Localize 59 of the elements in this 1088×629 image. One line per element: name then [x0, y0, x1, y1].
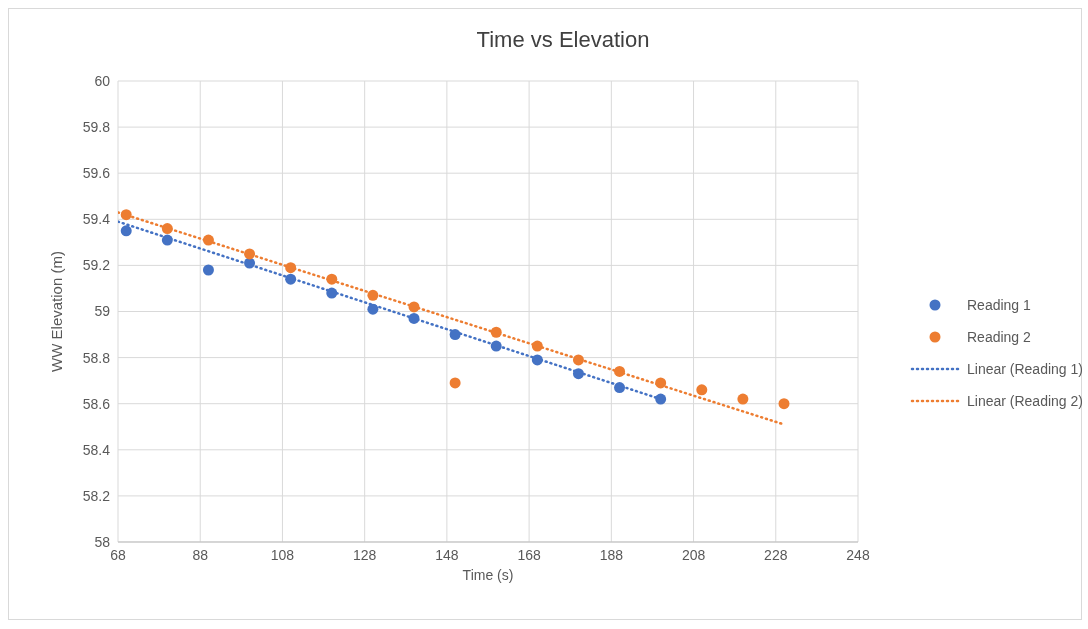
point: [326, 287, 338, 299]
point: [737, 393, 749, 405]
y-tick-label: 58.6: [82, 395, 111, 412]
y-tick-label: 59.2: [82, 257, 111, 274]
point: [202, 234, 214, 246]
point: [326, 273, 338, 285]
y-tick-label: 58.8: [82, 349, 111, 366]
y-axis-title: WW Elevation (m): [48, 251, 66, 372]
y-tick-label: 59.4: [82, 211, 111, 228]
point: [244, 257, 256, 269]
point: [367, 289, 379, 301]
point: [778, 398, 790, 410]
point: [490, 326, 502, 338]
x-tick-label: 248: [846, 546, 870, 563]
x-tick-label: 108: [270, 546, 295, 563]
point: [161, 223, 173, 235]
point: [614, 382, 626, 394]
y-tick-label: 59.6: [82, 165, 111, 182]
point: [244, 248, 256, 260]
legend-label: Linear (Reading 2): [967, 393, 1083, 409]
x-tick-label: 148: [435, 546, 459, 563]
x-tick-label: 68: [110, 546, 126, 563]
point: [572, 354, 584, 366]
legend-label: Linear (Reading 1): [967, 361, 1083, 377]
point: [449, 329, 461, 341]
y-tick-label: 58.2: [82, 487, 111, 504]
point: [202, 264, 214, 276]
point: [285, 262, 297, 274]
point: [120, 209, 132, 221]
point: [490, 340, 502, 352]
point: [531, 340, 543, 352]
y-tick-label: 60: [94, 72, 111, 89]
point: [696, 384, 708, 396]
legend-label: Reading 1: [967, 297, 1031, 313]
point: [655, 393, 667, 405]
x-tick-label: 128: [352, 546, 377, 563]
point: [449, 377, 461, 389]
x-tick-label: 228: [764, 546, 788, 563]
x-tick-label: 188: [599, 546, 624, 563]
point: [285, 273, 297, 285]
point: [161, 234, 173, 246]
chart-title: Time vs Elevation: [475, 27, 651, 53]
y-tick-label: 59.8: [82, 119, 111, 136]
x-tick-label: 208: [681, 546, 706, 563]
point: [408, 312, 420, 324]
x-tick-label: 88: [192, 546, 209, 563]
point: [614, 365, 626, 377]
point: [531, 354, 543, 366]
point: [572, 368, 584, 380]
y-tick-label: 58.4: [82, 441, 111, 458]
x-tick-label: 168: [517, 546, 541, 563]
point: [655, 377, 667, 389]
y-tick-label: 59: [94, 303, 111, 320]
legend-label: Reading 2: [967, 329, 1031, 345]
point: [408, 301, 420, 313]
point: [120, 225, 132, 237]
y-tick-label: 58: [94, 533, 111, 550]
point: [367, 303, 379, 315]
x-axis-title: Time (s): [462, 567, 514, 583]
